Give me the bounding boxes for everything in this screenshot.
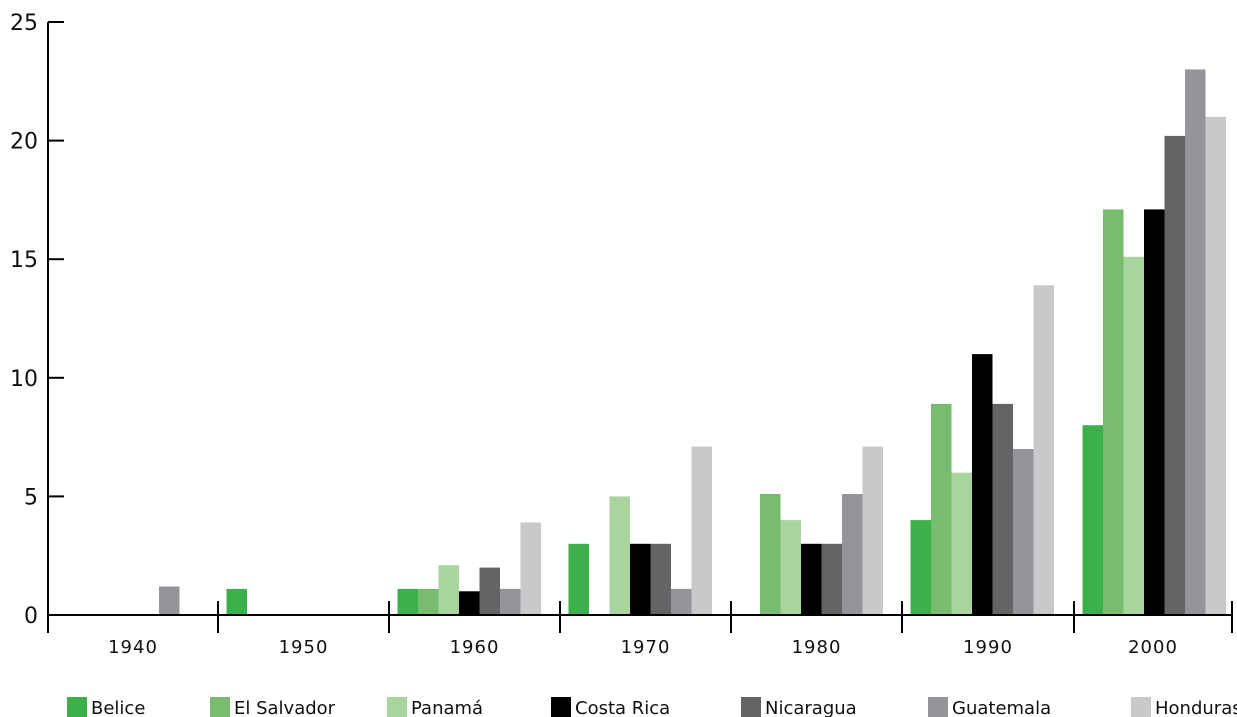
- legend: Belice El Salvador Panamá Costa Rica Nicarag…: [67, 697, 1237, 717]
- bar-el-salvador-1980: [760, 494, 781, 615]
- bar-nicaragua-1990: [992, 403, 1013, 615]
- bar-honduras-1990: [1033, 285, 1054, 615]
- legend-swatch-belice: [67, 697, 87, 717]
- bar-nicaragua-2000: [1164, 135, 1185, 615]
- x-tick-label-1970: 1970: [621, 637, 671, 658]
- x-tick-label-1960: 1960: [450, 637, 500, 658]
- x-tick-label-1990: 1990: [963, 637, 1013, 658]
- legend-swatch-honduras: [1131, 697, 1151, 717]
- bar-honduras-1960: [520, 522, 541, 615]
- legend-swatch-el-salvador: [210, 697, 230, 717]
- bar-costa-rica-1970: [630, 543, 651, 615]
- y-tick-label-20: 20: [10, 130, 38, 155]
- legend-swatch-guatemala: [928, 697, 948, 717]
- bar-costa-rica-2000: [1144, 209, 1165, 615]
- bar-honduras-1970: [691, 446, 712, 615]
- legend-label-nicaragua: Nicaragua: [765, 698, 857, 717]
- bar-honduras-1980: [862, 446, 883, 615]
- legend-label-honduras: Honduras: [1155, 698, 1237, 717]
- y-tick-label-5: 5: [24, 485, 38, 510]
- legend-swatch-nicaragua: [741, 697, 761, 717]
- bar-guatemala-1990: [1013, 449, 1034, 615]
- bar-panama-1970: [609, 496, 630, 615]
- bar-costa-rica-1990: [972, 354, 993, 615]
- bar-nicaragua-1960: [479, 567, 500, 615]
- bar-guatemala-1940: [159, 586, 180, 615]
- legend-swatch-panama: [387, 697, 407, 717]
- bar-honduras-2000: [1205, 116, 1226, 616]
- legend-swatch-costa-rica: [551, 697, 571, 717]
- bar-costa-rica-1980: [801, 543, 822, 615]
- bar-costa-rica-1960: [459, 591, 480, 615]
- legend-label-panama: Panamá: [411, 698, 483, 717]
- bar-nicaragua-1970: [650, 543, 671, 615]
- bar-panama-1980: [780, 520, 801, 615]
- y-tick-label-0: 0: [24, 604, 38, 629]
- bar-el-salvador-1990: [931, 403, 952, 615]
- bar-belice-1960: [397, 588, 418, 615]
- y-tick-label-10: 10: [10, 367, 38, 392]
- bar-panama-1960: [438, 565, 459, 615]
- bar-guatemala-1980: [842, 494, 863, 615]
- bar-guatemala-1970: [671, 588, 692, 615]
- bar-el-salvador-2000: [1103, 209, 1124, 615]
- legend-label-el-salvador: El Salvador: [234, 698, 336, 717]
- bar-guatemala-1960: [500, 588, 521, 615]
- bar-belice-1990: [910, 520, 931, 615]
- x-tick-label-1980: 1980: [792, 637, 842, 658]
- bars-layer: [159, 69, 1226, 616]
- y-tick-label-15: 15: [10, 248, 38, 273]
- legend-label-costa-rica: Costa Rica: [575, 698, 670, 717]
- bar-guatemala-2000: [1185, 69, 1206, 615]
- legend-label-belice: Belice: [91, 698, 145, 717]
- bar-panama-2000: [1123, 256, 1144, 615]
- bar-el-salvador-1960: [418, 588, 439, 615]
- x-tick-label-2000: 2000: [1128, 637, 1178, 658]
- bar-belice-2000: [1082, 425, 1103, 615]
- legend-label-guatemala: Guatemala: [952, 698, 1051, 717]
- x-tick-label-1940: 1940: [108, 637, 158, 658]
- bar-panama-1990: [951, 472, 972, 615]
- axes-layer: 0 5 10 15 20 25 1940 1950 1960 1970 1980 1990 2000: [10, 11, 1233, 658]
- bar-belice-1970: [568, 543, 589, 615]
- bar-nicaragua-1980: [821, 543, 842, 615]
- y-tick-label-25: 25: [10, 11, 38, 36]
- x-tick-label-1950: 1950: [279, 637, 329, 658]
- bar-belice-1950: [226, 588, 247, 615]
